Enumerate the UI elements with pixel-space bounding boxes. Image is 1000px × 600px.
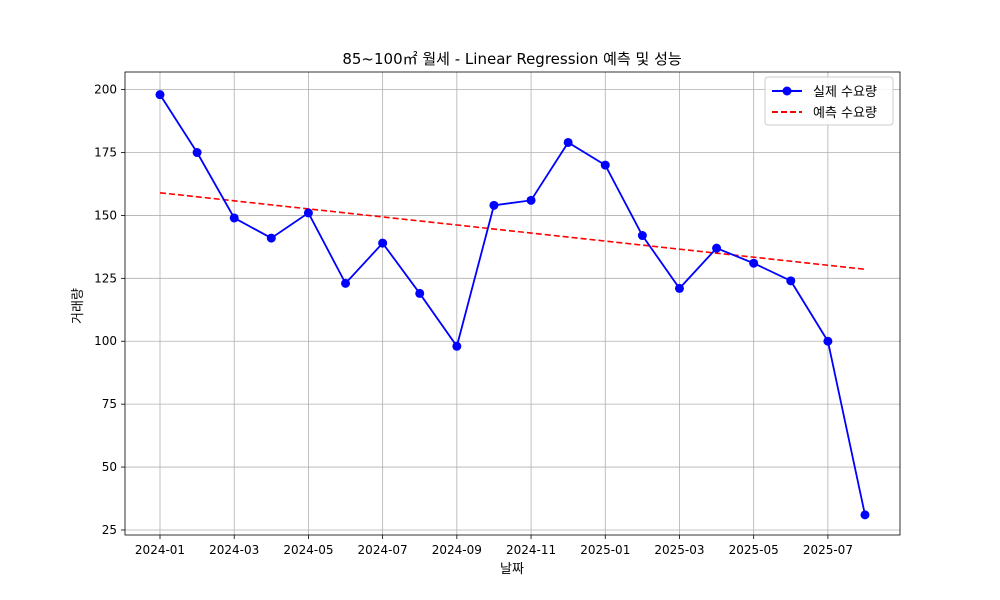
plot-area-frame xyxy=(124,71,901,536)
legend-actual-marker xyxy=(782,86,792,96)
data-point-actual xyxy=(563,137,573,147)
data-point-actual xyxy=(712,243,722,253)
x-tick-label: 2024-07 xyxy=(358,543,408,557)
y-tick-label: 100 xyxy=(94,334,117,348)
legend: 실제 수요량 예측 수요량 xyxy=(764,76,894,126)
y-tick-label: 150 xyxy=(94,208,117,222)
x-tick-label: 2025-01 xyxy=(580,543,630,557)
data-point-actual xyxy=(341,278,351,288)
y-tick-label: 125 xyxy=(94,271,117,285)
x-tick-label: 2024-11 xyxy=(506,543,556,557)
data-point-actual xyxy=(489,200,499,210)
series-layer xyxy=(155,90,870,520)
x-tick-label: 2024-05 xyxy=(283,543,333,557)
x-tick-label: 2025-07 xyxy=(803,543,853,557)
data-point-actual xyxy=(674,283,684,293)
data-point-actual xyxy=(452,341,462,351)
x-tick-label: 2024-03 xyxy=(209,543,259,557)
y-axis-label: 거래량 xyxy=(71,288,86,324)
legend-box xyxy=(764,76,894,126)
series-line-actual xyxy=(159,94,866,516)
x-axis-label: 날짜 xyxy=(500,562,524,577)
y-tick-label: 75 xyxy=(102,397,117,411)
y-tick-label: 50 xyxy=(102,460,117,474)
x-tick-label: 2024-09 xyxy=(432,543,482,557)
data-point-actual xyxy=(378,238,388,248)
data-point-actual xyxy=(192,148,202,158)
data-point-actual xyxy=(229,213,239,223)
data-point-actual xyxy=(823,336,833,346)
data-point-actual xyxy=(860,510,870,520)
data-point-actual xyxy=(600,160,610,170)
x-tick-label: 2024-01 xyxy=(135,543,185,557)
data-point-actual xyxy=(266,233,276,243)
series-line-predicted xyxy=(159,191,866,271)
data-point-actual xyxy=(415,288,425,298)
y-tick-label: 25 xyxy=(102,523,117,537)
legend-actual-label: 실제 수요량 xyxy=(813,85,877,100)
legend-predicted-label: 예측 수요량 xyxy=(813,106,877,121)
data-point-actual xyxy=(155,90,165,100)
data-point-actual xyxy=(526,195,536,205)
tick-layer: 25 50 75 100 125 150 175 200 2024-01 2024-03 2024-… xyxy=(94,83,853,557)
data-point-actual xyxy=(786,276,796,286)
chart-title: 85~100㎡ 월세 - Linear Regression 예측 및 성능 xyxy=(342,50,682,68)
data-point-actual xyxy=(303,208,313,218)
grid-layer xyxy=(125,72,900,535)
data-point-actual xyxy=(749,258,759,268)
x-tick-label: 2025-03 xyxy=(654,543,704,557)
data-point-actual xyxy=(637,231,647,241)
y-tick-label: 200 xyxy=(94,83,117,97)
y-tick-label: 175 xyxy=(94,146,117,160)
x-tick-label: 2025-05 xyxy=(729,543,779,557)
